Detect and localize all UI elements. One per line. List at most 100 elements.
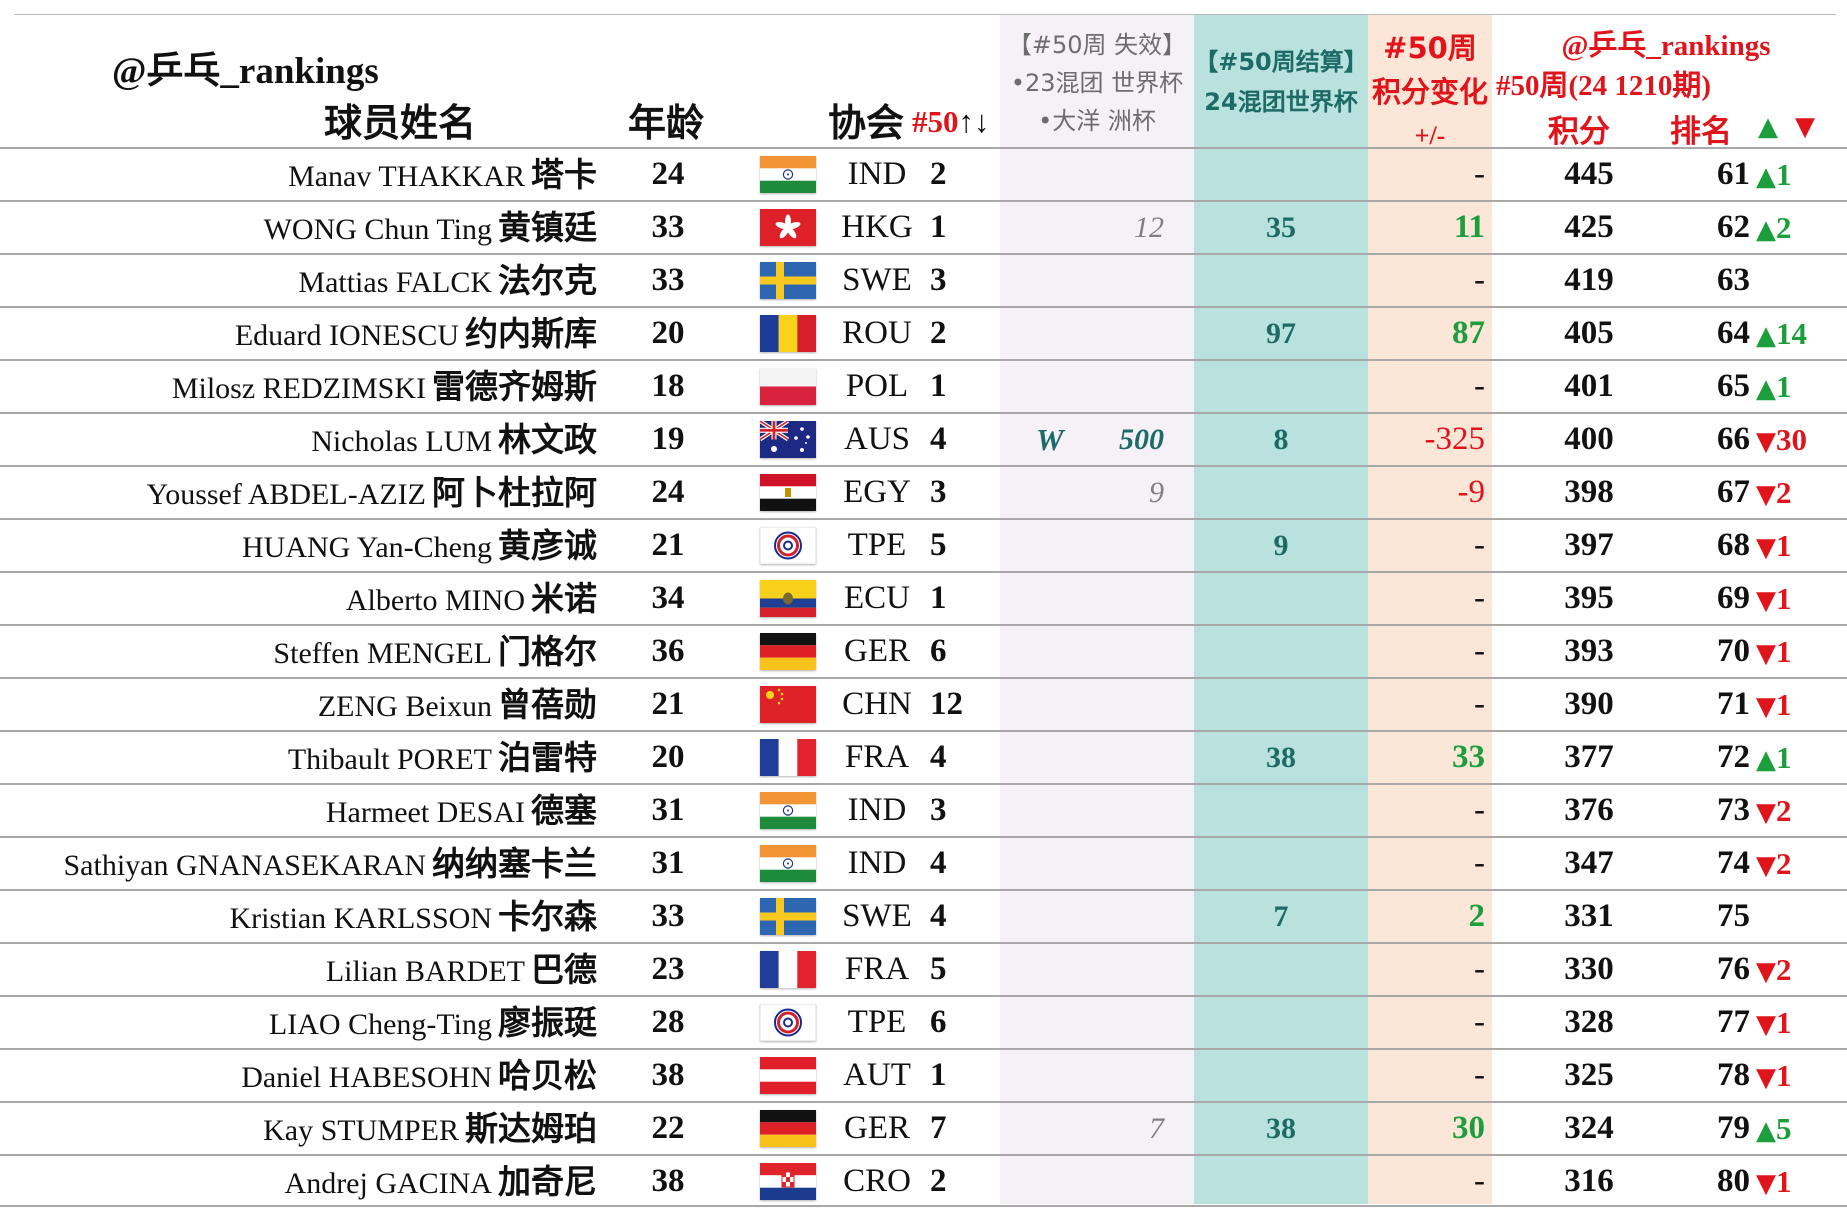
rank-movement: ▲1	[1756, 149, 1792, 200]
change-sign: +/-	[1414, 121, 1446, 150]
association-code: GER	[844, 633, 910, 669]
rank-movement-value: 2	[1776, 793, 1792, 828]
association-count: 5	[930, 527, 947, 563]
ranking-handle: @乒乓_rankings	[1561, 30, 1771, 62]
table-row: ZENG Beixun 曾蓓勋 21 CHN 12 - 390 71 ▼1	[0, 677, 1847, 730]
ranking-points: 419	[1564, 262, 1614, 298]
down-triangle-icon: ▼	[1756, 957, 1776, 987]
settlement-points	[1194, 1050, 1368, 1101]
player-age: 22	[651, 1110, 685, 1146]
points-change: -	[1474, 527, 1485, 563]
player-name-chinese: 曾蓓勋	[498, 685, 597, 724]
rank-movement: ▼2	[1756, 944, 1792, 995]
ranking-points: 397	[1564, 527, 1614, 563]
rank-movement-value: 1	[1776, 528, 1792, 563]
table-row: Harmeet DESAI 德塞 31 IND 3 - 376 73 ▼2	[0, 783, 1847, 836]
ranking-points: 405	[1564, 315, 1614, 351]
points-change: -9	[1457, 474, 1486, 510]
ranking-position: 65	[1717, 368, 1750, 404]
settlement-points	[1194, 626, 1368, 677]
player-age: 21	[651, 686, 685, 722]
player-name: Milosz REDZIMSKI 雷德齐姆斯	[172, 361, 597, 412]
player-name: Lilian BARDET 巴德	[326, 944, 597, 995]
player-name: Sathiyan GNANASEKARAN 纳纳塞卡兰	[64, 838, 598, 889]
player-name-latin: Harmeet DESAI	[325, 796, 525, 829]
ranking-position: 69	[1717, 580, 1750, 616]
rank-movement-value: 2	[1776, 952, 1792, 987]
player-name: Steffen MENGEL 门格尔	[273, 626, 597, 677]
expired-line-2: •23混团 世界杯	[1010, 69, 1184, 97]
header-player-name: 球员姓名	[324, 101, 477, 145]
ranking-points: 331	[1564, 898, 1614, 934]
header-sort-indicator[interactable]: #50↑↓	[912, 104, 990, 140]
settlement-points	[1194, 679, 1368, 730]
flag-icon	[760, 527, 816, 564]
settlement-event: 24混团世界杯	[1204, 88, 1358, 116]
flag-icon	[760, 209, 816, 246]
association-code: AUS	[843, 421, 911, 457]
player-name-chinese: 加奇尼	[498, 1162, 597, 1201]
player-name-latin: WONG Chun Ting	[263, 213, 492, 246]
ranking-position: 66	[1717, 421, 1750, 457]
ranking-points: 316	[1564, 1163, 1614, 1199]
association-code: CHN	[842, 686, 912, 722]
association-count: 1	[930, 580, 947, 616]
player-name: LIAO Cheng-Ting 廖振珽	[269, 997, 597, 1048]
ranking-position: 62	[1717, 209, 1750, 245]
table-row: Thibault PORET 泊雷特 20 FRA 4 38 33 377 72 ▲1	[0, 730, 1847, 783]
ranking-table: Manav THAKKAR 塔卡 24 IND 2-445 61 ▲1 WONG Chun T…	[0, 147, 1847, 1207]
association-code: IND	[847, 845, 907, 881]
table-row: Daniel HABESOHN 哈贝松 38 AUT 1-325 78 ▼1	[0, 1048, 1847, 1101]
rank-movement: ▲2	[1756, 202, 1792, 253]
player-name-chinese: 塔卡	[531, 155, 597, 194]
ranking-points: 325	[1564, 1057, 1614, 1093]
rank-movement-value: 2	[1776, 475, 1792, 510]
expired-points: 7	[1149, 1112, 1164, 1145]
flag-icon	[760, 1110, 816, 1147]
rank-movement: ▼2	[1756, 838, 1792, 889]
player-name-chinese: 卡尔森	[498, 897, 597, 936]
ranking-position: 78	[1717, 1057, 1750, 1093]
ranking-points: 330	[1564, 951, 1614, 987]
flag-icon	[760, 421, 816, 458]
rank-movement-value: 5	[1776, 1111, 1792, 1146]
expired-title: 【#50周 失效】	[1007, 31, 1187, 59]
player-name: Kay STUMPER 斯达姆珀	[263, 1103, 597, 1154]
points-change: -	[1474, 1057, 1485, 1093]
player-name: Youssef ABDEL-AZIZ 阿卜杜拉阿	[147, 467, 597, 518]
table-row: Alberto MINO 米诺 34 ECU 1-395 69 ▼1	[0, 571, 1847, 624]
association-count: 4	[930, 845, 947, 881]
rank-movement: ▲1	[1756, 732, 1792, 783]
ranking-points: 400	[1564, 421, 1614, 457]
player-name-latin: Kristian KARLSSON	[229, 902, 492, 935]
settlement-points: 7	[1273, 900, 1289, 933]
ranking-position: 64	[1717, 315, 1750, 351]
table-row: LIAO Cheng-Ting 廖振珽 28 TPE 6 - 328 77 ▼1	[0, 995, 1847, 1048]
ranking-points: 324	[1564, 1110, 1614, 1146]
settlement-points	[1194, 838, 1368, 889]
player-age: 21	[651, 527, 685, 563]
ranking-points: 445	[1564, 156, 1614, 192]
rank-movement: ▼2	[1756, 785, 1792, 836]
ranking-position: 71	[1717, 686, 1750, 722]
table-row: Youssef ABDEL-AZIZ 阿卜杜拉阿 24 EGY 3 9 -9 398 67 ▼2	[0, 465, 1847, 518]
association-count: 1	[930, 368, 947, 404]
rank-movement-value: 30	[1776, 422, 1807, 457]
association-count: 1	[930, 209, 947, 245]
player-age: 23	[651, 951, 685, 987]
rank-movement: ▼1	[1756, 520, 1792, 571]
table-row: HUANG Yan-Cheng 黄彦诚 21 TPE 5 9 - 397 68 ▼1	[0, 518, 1847, 571]
points-change: -	[1474, 1163, 1485, 1199]
settlement-points	[1194, 1156, 1368, 1207]
association-count: 6	[930, 633, 947, 669]
flag-icon	[760, 315, 816, 352]
points-change: -	[1474, 633, 1485, 669]
player-age: 31	[651, 845, 685, 881]
header-settlement: 【#50周结算】 24混团世界杯	[1194, 42, 1368, 122]
settlement-points: 9	[1273, 529, 1289, 562]
player-name-chinese: 德塞	[531, 791, 597, 830]
player-age: 24	[651, 156, 685, 192]
player-age: 33	[651, 262, 685, 298]
association-code: GER	[844, 1110, 910, 1146]
flag-icon	[760, 951, 816, 988]
